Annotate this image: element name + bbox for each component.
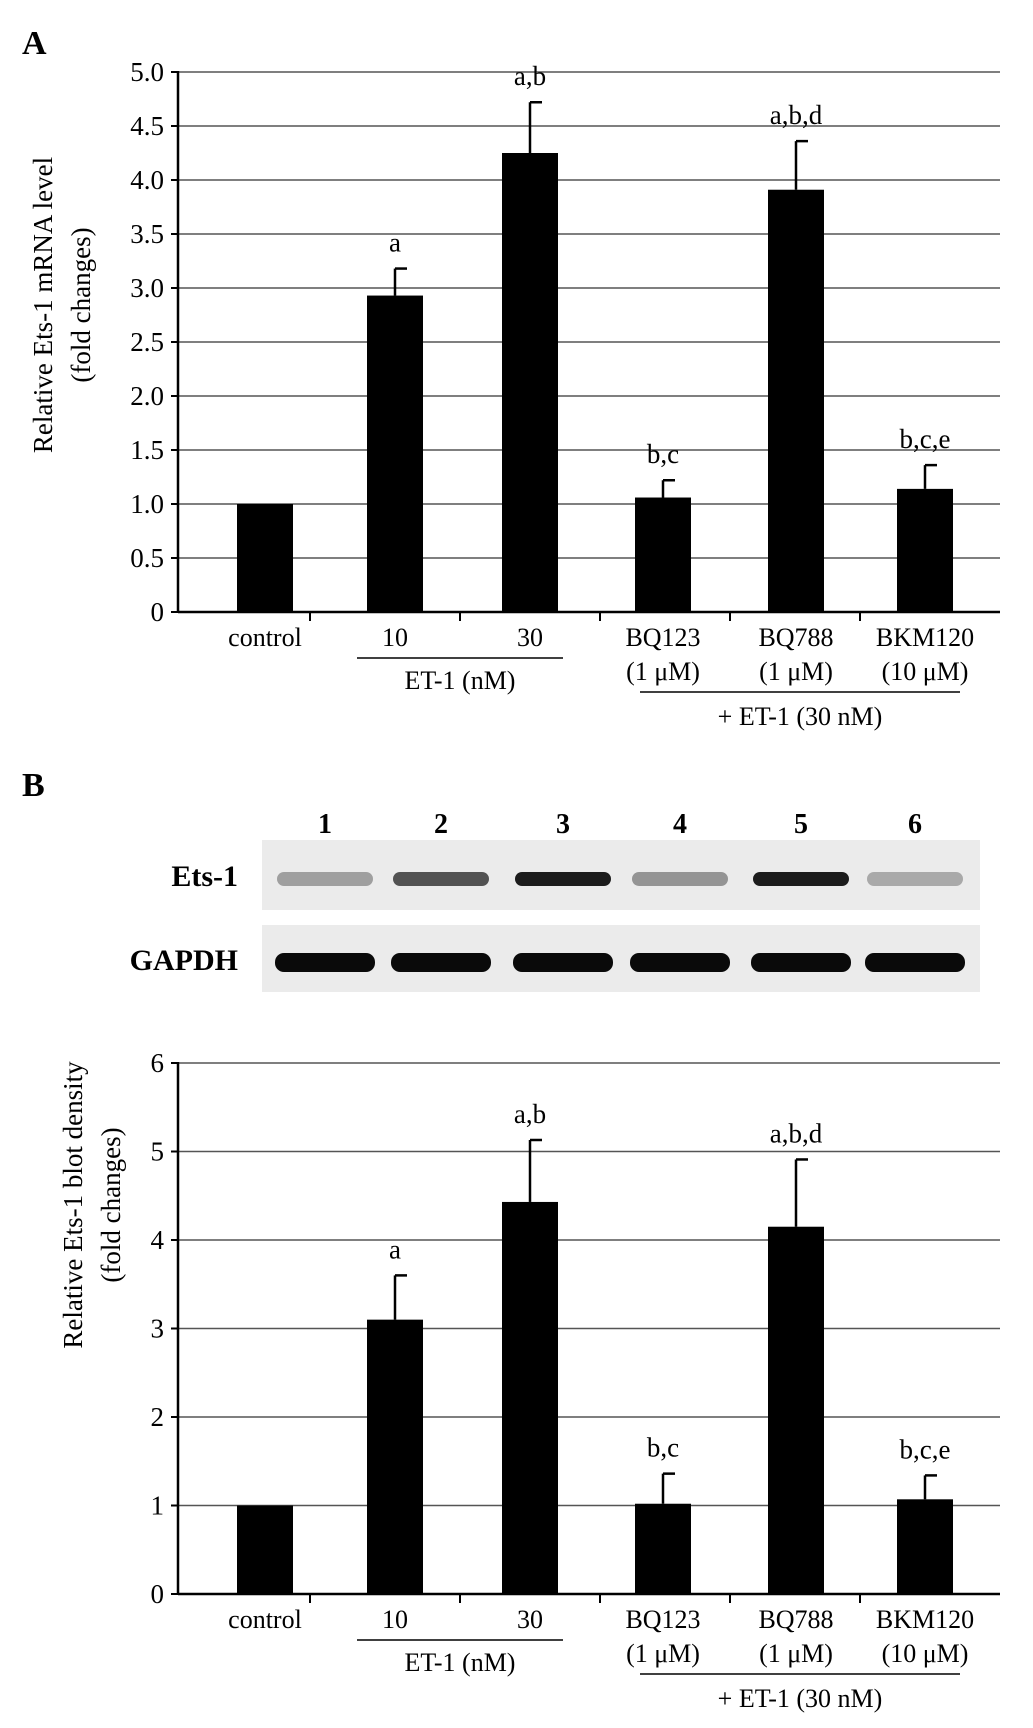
panel-b-ylabel-line1: Relative Ets-1 blot density	[58, 1061, 88, 1349]
significance-annotation: a,b	[514, 1099, 546, 1129]
panel-b-ylabel-line2: (fold changes)	[96, 1127, 126, 1282]
x-tick-label: 30	[517, 623, 543, 652]
x-tick-label: (1 μM)	[759, 657, 833, 686]
bar	[635, 1503, 691, 1594]
bar	[897, 488, 953, 612]
bar	[768, 1226, 824, 1594]
blot-row-label-gapdh: GAPDH	[130, 944, 238, 977]
y-tick-label: 2.0	[130, 381, 164, 411]
plus-et1-group-label: + ET-1 (30 nM)	[718, 1684, 883, 1713]
gapdh-blot-strip	[262, 925, 980, 992]
y-tick-label: 0	[151, 597, 165, 627]
x-tick-label: (1 μM)	[626, 657, 700, 686]
x-tick-label: BKM120	[876, 623, 974, 652]
y-tick-label: 1.5	[130, 435, 164, 465]
x-tick-label: 30	[517, 1605, 543, 1634]
bar	[367, 1319, 423, 1594]
gapdh-band	[513, 953, 613, 972]
x-tick-label: BKM120	[876, 1605, 974, 1634]
x-tick-label: (1 μM)	[626, 1639, 700, 1668]
lane-number: 4	[673, 809, 687, 840]
significance-annotation: b,c	[647, 1433, 679, 1463]
x-tick-label: control	[228, 1605, 302, 1634]
ets1-band	[515, 872, 611, 886]
plus-et1-group-label: + ET-1 (30 nM)	[718, 702, 883, 731]
ets1-band	[753, 872, 849, 886]
x-tick-label: BQ123	[625, 623, 700, 652]
bar	[502, 153, 558, 612]
chart-b: 0 1 2 3 4 5 6 control a 10 a,b 30 b,c BQ123 (1 μM) a,b,…	[151, 1048, 1000, 1713]
panel-a-label: A	[22, 25, 47, 62]
lane-number: 2	[434, 809, 448, 840]
panel-a-ylabel-line1: Relative Ets-1 mRNA level	[28, 157, 58, 453]
significance-annotation: a,b,d	[770, 1118, 823, 1148]
panel-b-ylabel: Relative Ets-1 blot density (fold change…	[58, 1061, 126, 1349]
bar	[897, 1499, 953, 1594]
x-tick-label: BQ788	[758, 1605, 833, 1634]
lane-number: 3	[556, 809, 570, 840]
x-tick-label: BQ788	[758, 623, 833, 652]
y-tick-label: 2.5	[130, 327, 164, 357]
significance-annotation: a	[389, 1234, 401, 1264]
y-tick-label: 4	[151, 1225, 165, 1255]
significance-annotation: b,c	[647, 439, 679, 469]
bar	[367, 295, 423, 612]
x-tick-label: (1 μM)	[759, 1639, 833, 1668]
x-tick-label: (10 μM)	[882, 1639, 969, 1668]
y-tick-label: 5	[151, 1137, 165, 1167]
bar	[237, 1505, 293, 1594]
bar	[237, 504, 293, 612]
western-blot: Ets-1 GAPDH 1 2 3 4 5 6	[130, 809, 980, 992]
chart-a: 0 0.5 1.0 1.5 2.0 2.5 3.0 3.5 4.0 4.5 5.0 control a 1…	[130, 57, 1000, 731]
ets1-band	[277, 872, 373, 886]
x-tick-label: 10	[382, 1605, 408, 1634]
significance-annotation: b,c,e	[900, 1434, 951, 1464]
panel-a-ylabel: Relative Ets-1 mRNA level (fold changes)	[28, 157, 96, 453]
y-tick-label: 3.0	[130, 273, 164, 303]
y-tick-label: 1	[151, 1491, 165, 1521]
panel-b-label: B	[22, 767, 45, 804]
significance-annotation: a,b,d	[770, 100, 823, 130]
bar	[635, 497, 691, 612]
bar	[768, 189, 824, 612]
y-tick-label: 1.0	[130, 489, 164, 519]
y-tick-label: 0.5	[130, 543, 164, 573]
gapdh-band	[751, 953, 851, 972]
y-tick-label: 6	[151, 1048, 165, 1078]
y-tick-label: 5.0	[130, 57, 164, 87]
y-tick-label: 4.0	[130, 165, 164, 195]
y-tick-label: 2	[151, 1402, 165, 1432]
lane-number: 5	[794, 809, 808, 840]
bar	[502, 1201, 558, 1594]
et1-group-label: ET-1 (nM)	[405, 1648, 516, 1677]
y-tick-label: 3.5	[130, 219, 164, 249]
blot-lanes: 1 2 3 4 5 6	[275, 809, 965, 972]
gapdh-band	[391, 953, 491, 972]
x-tick-label: BQ123	[625, 1605, 700, 1634]
x-tick-label: (10 μM)	[882, 657, 969, 686]
significance-annotation: a,b	[514, 61, 546, 91]
significance-annotation: b,c,e	[900, 424, 951, 454]
gapdh-band	[865, 953, 965, 972]
lane-number: 1	[318, 809, 332, 840]
ets1-band	[632, 872, 728, 886]
y-tick-label: 3	[151, 1314, 165, 1344]
gapdh-band	[630, 953, 730, 972]
gapdh-band	[275, 953, 375, 972]
x-tick-label: control	[228, 623, 302, 652]
panel-a-ylabel-line2: (fold changes)	[66, 227, 96, 382]
lane-number: 6	[908, 809, 922, 840]
y-tick-label: 4.5	[130, 111, 164, 141]
et1-group-label: ET-1 (nM)	[405, 666, 516, 695]
y-tick-label: 0	[151, 1579, 165, 1609]
blot-row-label-ets1: Ets-1	[171, 860, 238, 893]
significance-annotation: a	[389, 228, 401, 258]
x-tick-label: 10	[382, 623, 408, 652]
ets1-band	[393, 872, 489, 886]
ets1-blot-strip	[262, 840, 980, 910]
ets1-band	[867, 872, 963, 886]
